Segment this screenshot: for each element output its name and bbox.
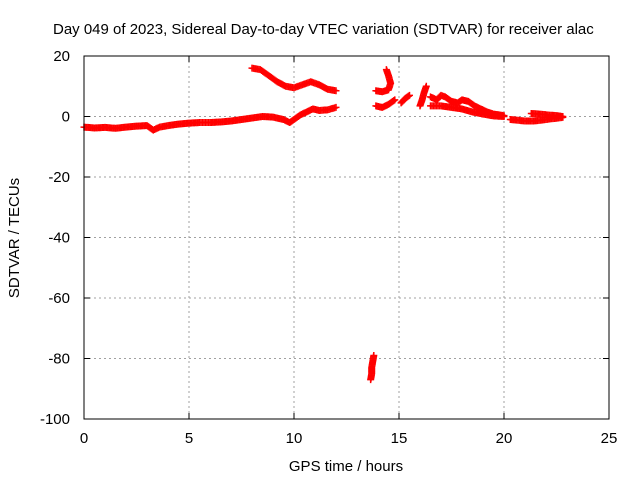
data-point bbox=[382, 66, 390, 74]
data-point bbox=[391, 96, 399, 104]
data-point bbox=[404, 92, 412, 100]
data-point bbox=[390, 97, 398, 105]
x-axis-label: GPS time / hours bbox=[289, 458, 403, 475]
data-points bbox=[80, 64, 567, 384]
y-tick-label: -60 bbox=[48, 290, 70, 307]
grid-lines bbox=[84, 56, 609, 419]
data-point bbox=[367, 376, 375, 384]
x-tick-label: 20 bbox=[496, 430, 513, 447]
data-point bbox=[559, 113, 567, 120]
y-tick-label: -20 bbox=[48, 169, 70, 186]
x-tick-label: 10 bbox=[286, 430, 303, 447]
y-tick-label: 0 bbox=[62, 109, 70, 126]
y-tick-label: -100 bbox=[40, 411, 70, 428]
data-point bbox=[406, 91, 413, 99]
x-tick-label: 5 bbox=[185, 430, 193, 447]
y-axis-label: SDTVAR / TECUs bbox=[6, 178, 23, 298]
y-tick-label: -40 bbox=[48, 230, 70, 247]
data-point bbox=[500, 113, 508, 120]
y-tick-label: -80 bbox=[48, 351, 70, 368]
x-tick-label: 0 bbox=[80, 430, 88, 447]
x-tick-label: 15 bbox=[391, 430, 408, 447]
plot-frame bbox=[83, 55, 610, 420]
data-point bbox=[422, 82, 430, 90]
data-point bbox=[332, 87, 340, 95]
data-point bbox=[332, 103, 340, 111]
chart-title: Day 049 of 2023, Sidereal Day-to-day VTE… bbox=[53, 21, 594, 38]
x-tick-label: 25 bbox=[601, 430, 618, 447]
y-tick-label: 20 bbox=[53, 48, 70, 65]
